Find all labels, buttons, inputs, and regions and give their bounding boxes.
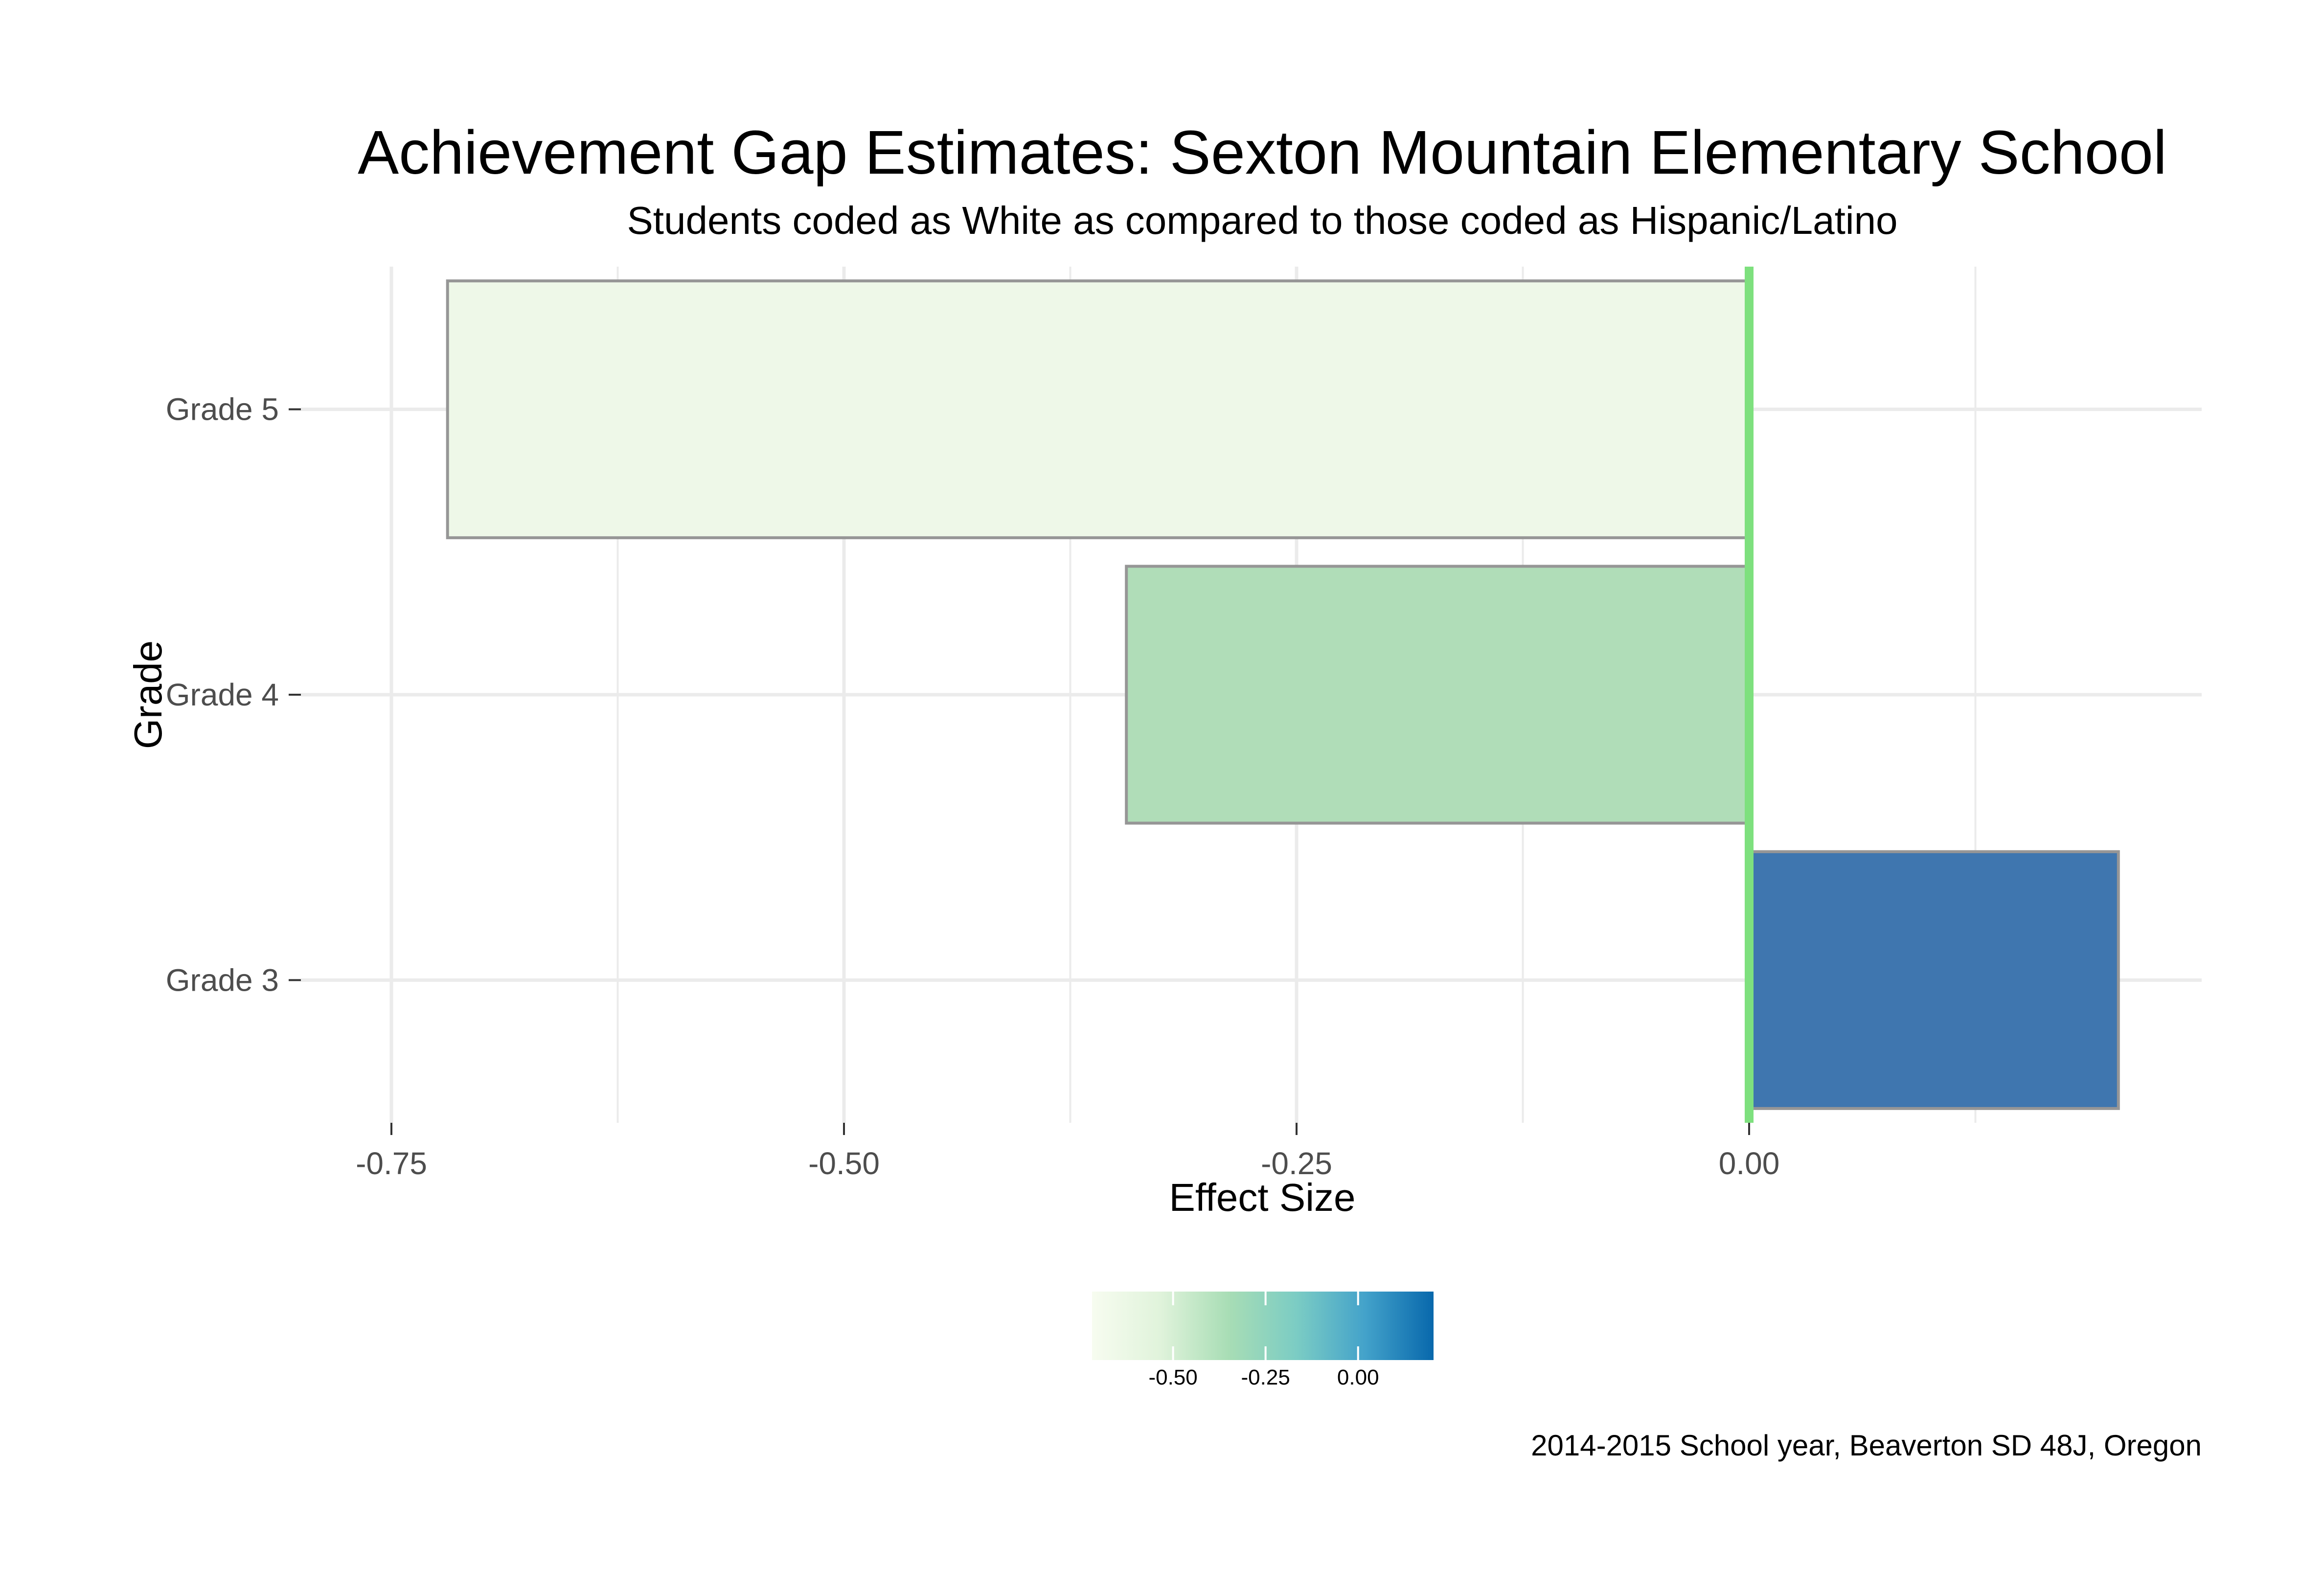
y-axis-title: Grade xyxy=(126,640,170,749)
x-tick-label: -0.75 xyxy=(356,1146,427,1181)
legend-ticks: -0.50 -0.25 0.00 xyxy=(1148,1292,1379,1389)
y-tick-label-grade-5: Grade 5 xyxy=(166,392,279,427)
bar-grade-4 xyxy=(1125,565,1751,825)
y-tick-label-grade-4: Grade 4 xyxy=(166,677,279,712)
y-tick-label-grade-3: Grade 3 xyxy=(166,962,279,998)
x-tick-label: -0.25 xyxy=(1261,1146,1332,1181)
legend-tick-label: -0.50 xyxy=(1148,1365,1197,1389)
bar-grade-5 xyxy=(446,279,1751,540)
legend-tick-label: 0.00 xyxy=(1337,1365,1379,1389)
bar-grade-3 xyxy=(1748,850,2120,1110)
color-legend: -0.50 -0.25 0.00 xyxy=(1092,1292,1434,1389)
x-axis-ticks: -0.75 -0.50 -0.25 0.00 xyxy=(356,1123,1779,1181)
x-axis-title: Effect Size xyxy=(1169,1176,1356,1219)
chart-caption: 2014-2015 School year, Beaverton SD 48J,… xyxy=(1531,1429,2202,1462)
y-axis-ticks: Grade 3 Grade 4 Grade 5 xyxy=(166,392,301,998)
legend-colorbar xyxy=(1092,1292,1434,1360)
x-tick-label: 0.00 xyxy=(1719,1146,1780,1181)
chart-title: Achievement Gap Estimates: Sexton Mounta… xyxy=(358,118,2167,187)
bars xyxy=(446,279,2120,1110)
legend-tick-label: -0.25 xyxy=(1241,1365,1290,1389)
x-tick-label: -0.50 xyxy=(808,1146,880,1181)
chart-subtitle: Students coded as White as compared to t… xyxy=(627,199,1897,242)
